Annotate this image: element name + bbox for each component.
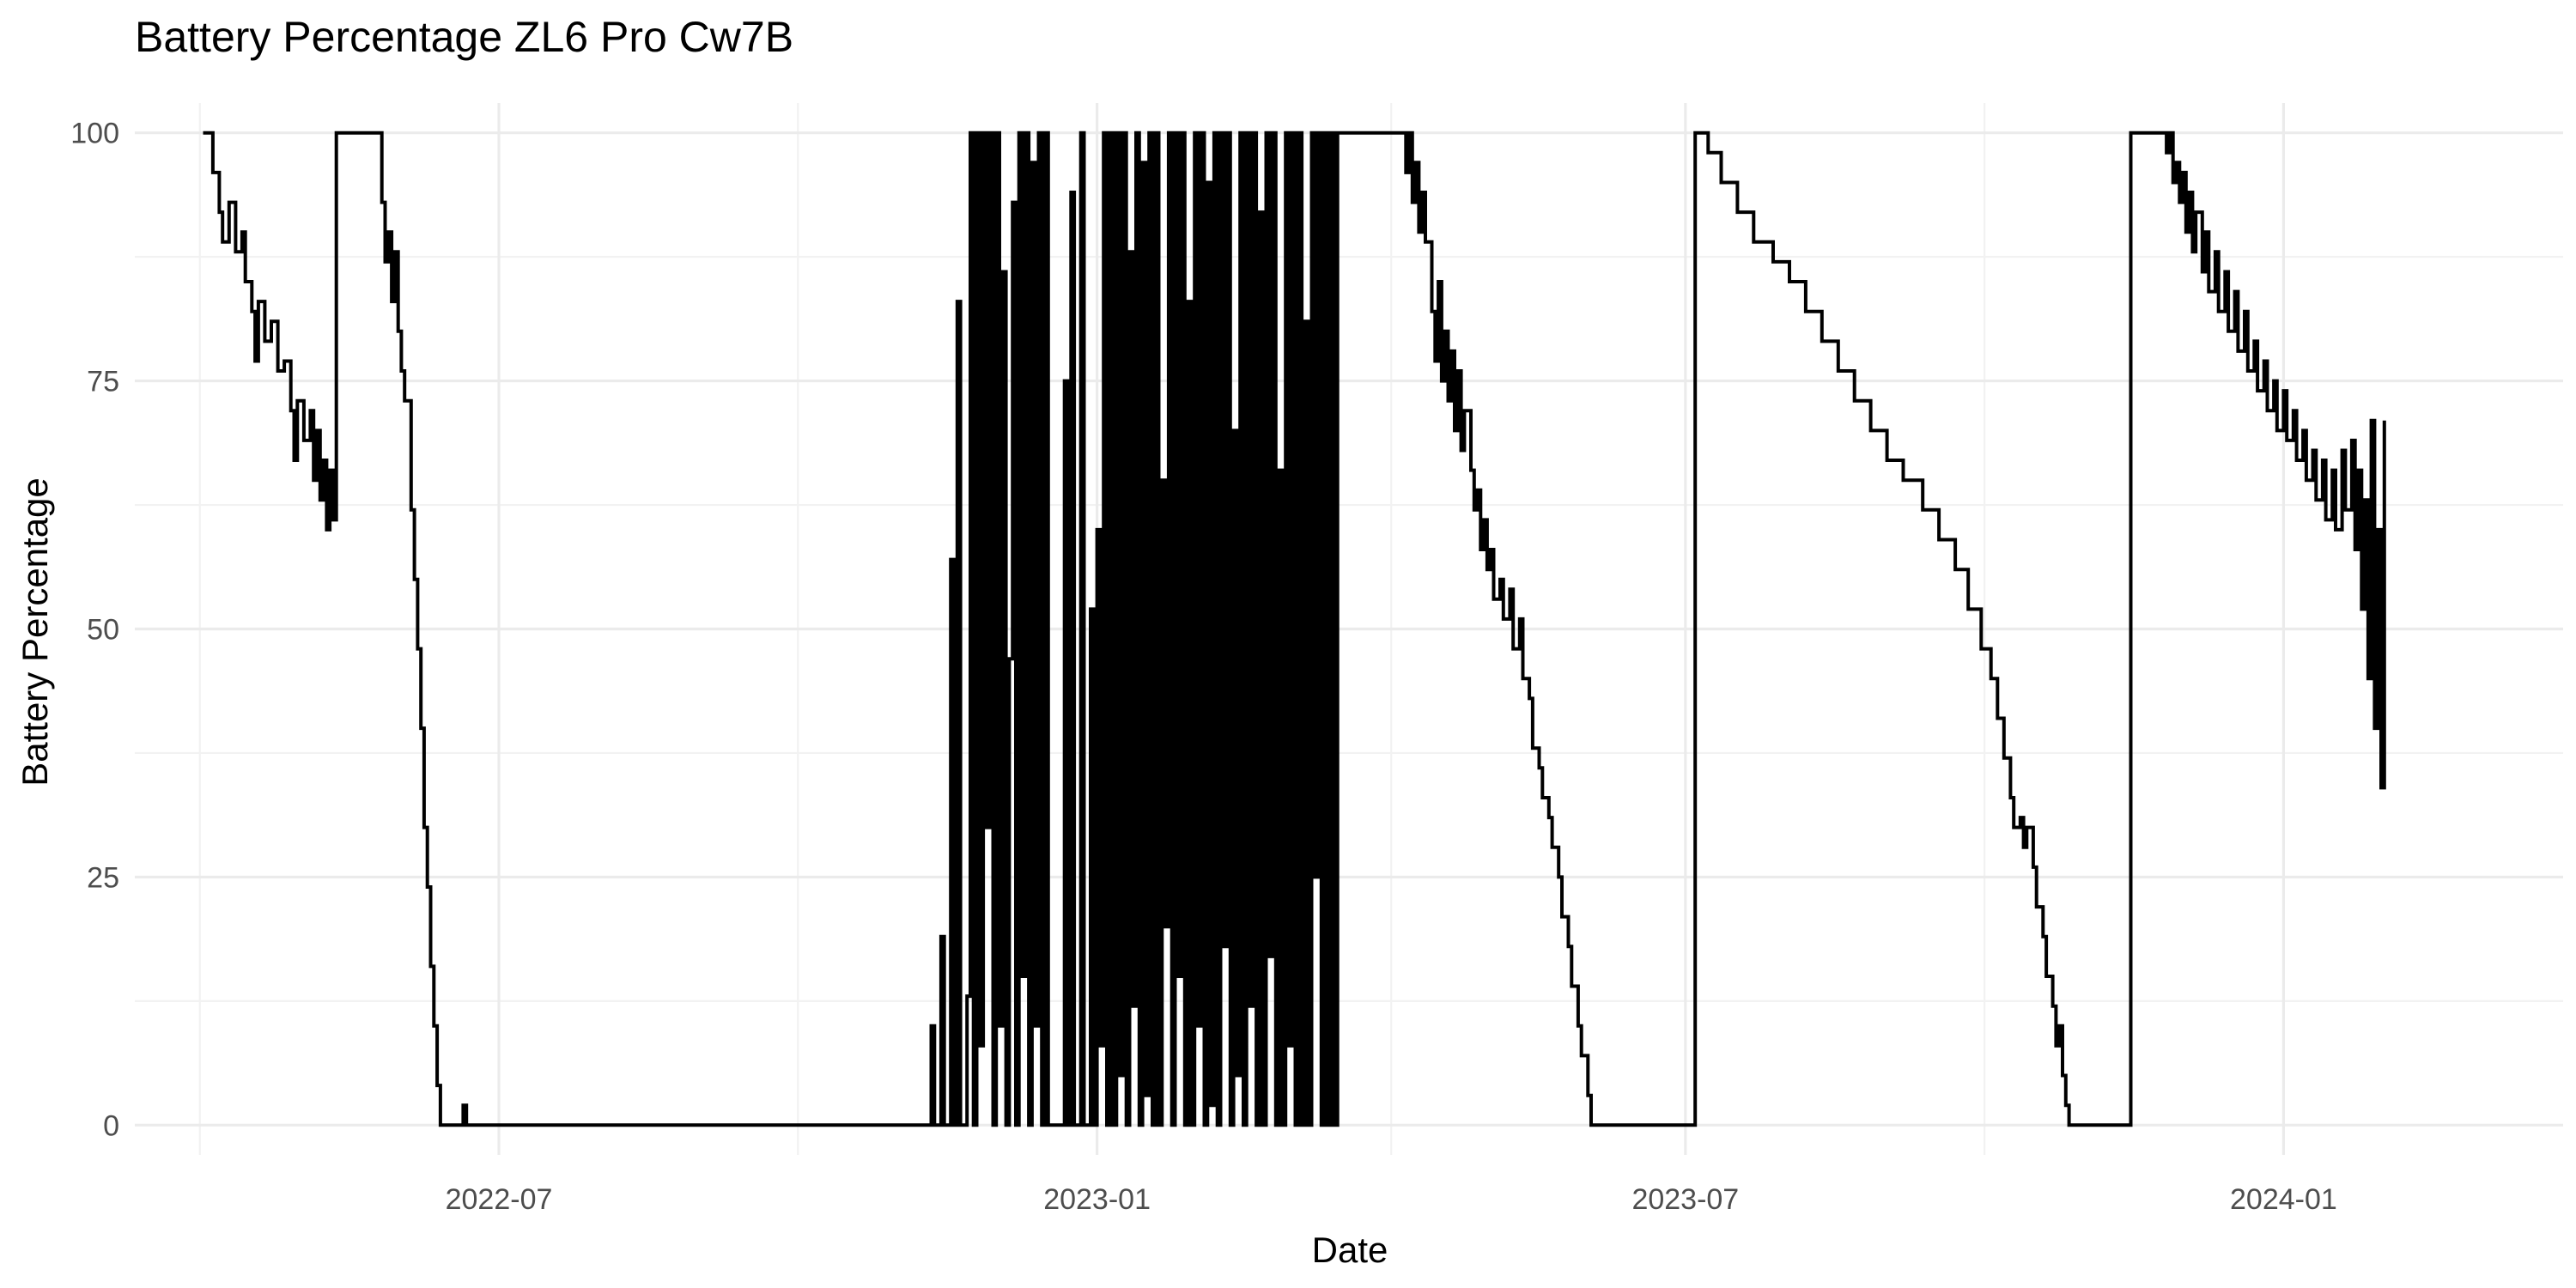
x-tick-label: 2023-07 [1631,1183,1739,1216]
x-tick-label: 2022-07 [446,1183,553,1216]
minor-gridlines [135,103,2563,1155]
chart-title: Battery Percentage ZL6 Pro Cw7B [135,13,793,61]
y-axis-title: Battery Percentage [15,477,55,787]
y-tick-label: 50 [87,614,119,647]
y-tick-label: 75 [87,366,119,398]
battery-series-line [203,131,2386,1127]
y-tick-label: 25 [87,861,119,894]
y-tick-label: 0 [103,1109,119,1142]
y-axis-tick-labels: 0 25 50 75 100 [70,118,119,1143]
y-tick-label: 100 [70,118,119,150]
series-layer [203,131,2386,1127]
x-axis-tick-labels: 2022-07 2023-01 2023-07 2024-01 [446,1183,2337,1216]
x-tick-label: 2023-01 [1043,1183,1151,1216]
x-axis-title: Date [1312,1230,1388,1270]
x-tick-label: 2024-01 [2230,1183,2337,1216]
